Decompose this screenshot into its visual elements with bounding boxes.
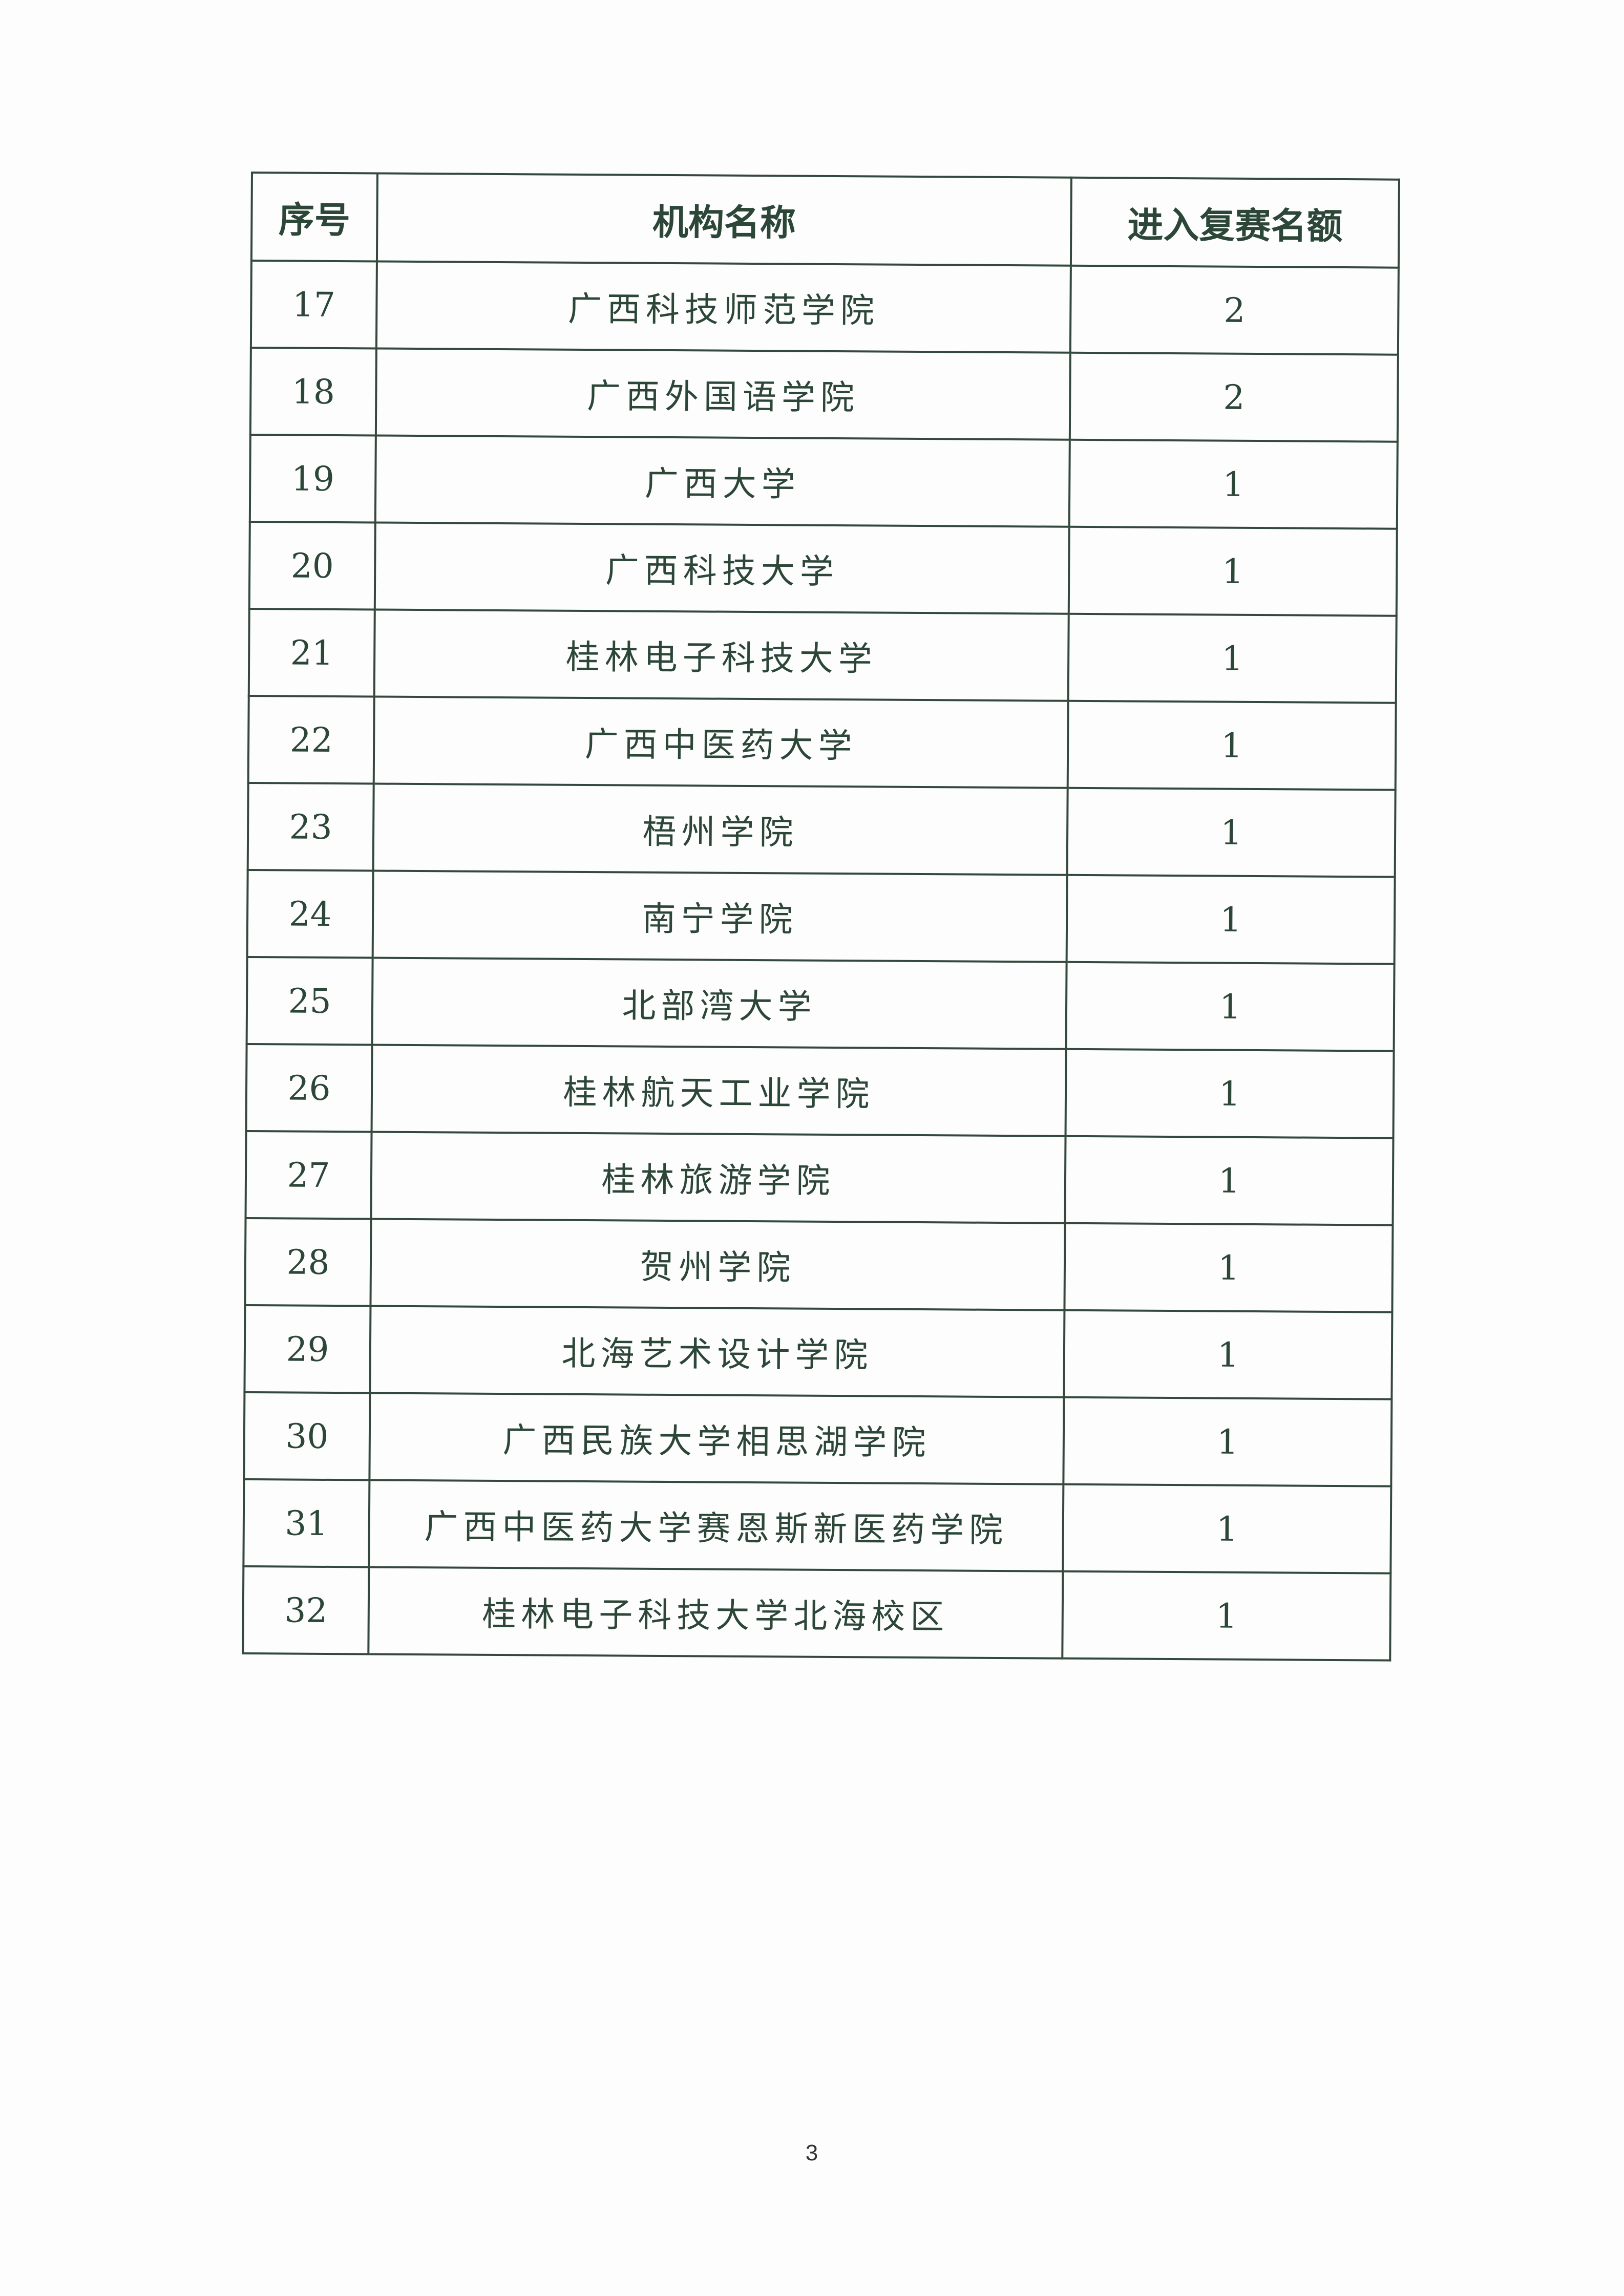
table-header-row: 序号 机构名称 进入复赛名额 [251,173,1399,268]
serial-number-cell: 28 [245,1218,371,1306]
institution-name-cell: 北海艺术设计学院 [370,1306,1065,1397]
table-row: 31 广西中医药大学赛恩斯新医药学院 1 [243,1479,1391,1574]
institution-name-cell: 广西大学 [375,435,1070,527]
quota-cell: 1 [1063,1484,1391,1574]
quota-cell: 1 [1066,875,1395,964]
quota-cell: 1 [1064,1223,1393,1312]
header-institution-name: 机构名称 [376,173,1071,266]
institution-name-cell: 广西民族大学相思湖学院 [369,1393,1064,1484]
table-row: 25 北部湾大学 1 [246,956,1395,1051]
table-row: 32 桂林电子科技大学北海校区 1 [243,1566,1391,1661]
serial-number-cell: 19 [249,435,376,523]
quota-cell: 1 [1064,1310,1393,1399]
table-row: 26 桂林航天工业学院 1 [246,1044,1394,1138]
serial-number-cell: 30 [244,1392,370,1480]
quota-cell: 1 [1066,962,1395,1051]
serial-number-cell: 21 [248,608,375,697]
serial-number-cell: 23 [247,782,374,871]
institution-name-cell: 北部湾大学 [372,958,1067,1049]
quota-cell: 1 [1069,439,1398,529]
institution-name-cell: 广西中医药大学 [373,696,1068,788]
serial-number-cell: 17 [250,261,377,349]
institution-name-cell: 南宁学院 [372,870,1067,962]
table-row: 17 广西科技师范学院 2 [250,261,1399,355]
serial-number-cell: 27 [245,1131,372,1219]
table-row: 19 广西大学 1 [249,435,1398,529]
table-row: 30 广西民族大学相思湖学院 1 [244,1392,1392,1486]
serial-number-cell: 24 [247,869,373,958]
institution-name-cell: 广西中医药大学赛恩斯新医药学院 [369,1480,1064,1571]
quota-cell: 1 [1067,700,1396,790]
quota-cell: 1 [1065,1049,1394,1138]
quota-cell: 1 [1063,1397,1392,1486]
table-row: 21 桂林电子科技大学 1 [248,608,1397,703]
institution-name-cell: 广西科技大学 [374,522,1069,614]
table-row: 27 桂林旅游学院 1 [245,1131,1394,1225]
page-number: 3 [805,2140,818,2165]
institution-name-cell: 桂林电子科技大学 [374,609,1069,701]
header-semifinal-quota: 进入复赛名额 [1070,177,1399,268]
table-row: 20 广西科技大学 1 [249,521,1397,616]
serial-number-cell: 20 [249,521,375,610]
quota-cell: 1 [1068,613,1397,703]
serial-number-cell: 31 [243,1479,370,1567]
quota-cell: 1 [1065,1136,1394,1225]
institution-name-cell: 广西科技师范学院 [376,261,1071,353]
table-row: 29 北海艺术设计学院 1 [244,1305,1393,1399]
serial-number-cell: 22 [248,695,374,784]
institution-name-cell: 桂林航天工业学院 [371,1045,1066,1136]
header-serial-number: 序号 [251,173,377,262]
serial-number-cell: 32 [243,1566,369,1654]
table-row: 23 梧州学院 1 [247,782,1396,877]
serial-number-cell: 18 [250,348,376,436]
quota-table: 序号 机构名称 进入复赛名额 17 广西科技师范学院 2 18 广西外国语学院 2 19 广西… [242,172,1400,1662]
institution-name-cell: 桂林旅游学院 [371,1132,1066,1223]
quota-cell: 2 [1070,265,1399,355]
serial-number-cell: 25 [246,956,373,1045]
institution-name-cell: 梧州学院 [373,783,1068,875]
quota-cell: 1 [1062,1571,1391,1661]
serial-number-cell: 29 [244,1305,371,1393]
table-row: 28 贺州学院 1 [245,1218,1393,1312]
institution-name-cell: 桂林电子科技大学北海校区 [368,1567,1063,1659]
serial-number-cell: 26 [246,1044,372,1132]
table-row: 22 广西中医药大学 1 [248,695,1396,790]
quota-cell: 1 [1068,526,1397,616]
quota-cell: 1 [1067,788,1396,877]
institution-name-cell: 贺州学院 [370,1219,1065,1310]
table-row: 18 广西外国语学院 2 [250,348,1398,442]
table-row: 24 南宁学院 1 [247,869,1395,964]
quota-cell: 2 [1069,352,1398,442]
institution-name-cell: 广西外国语学院 [375,348,1070,440]
